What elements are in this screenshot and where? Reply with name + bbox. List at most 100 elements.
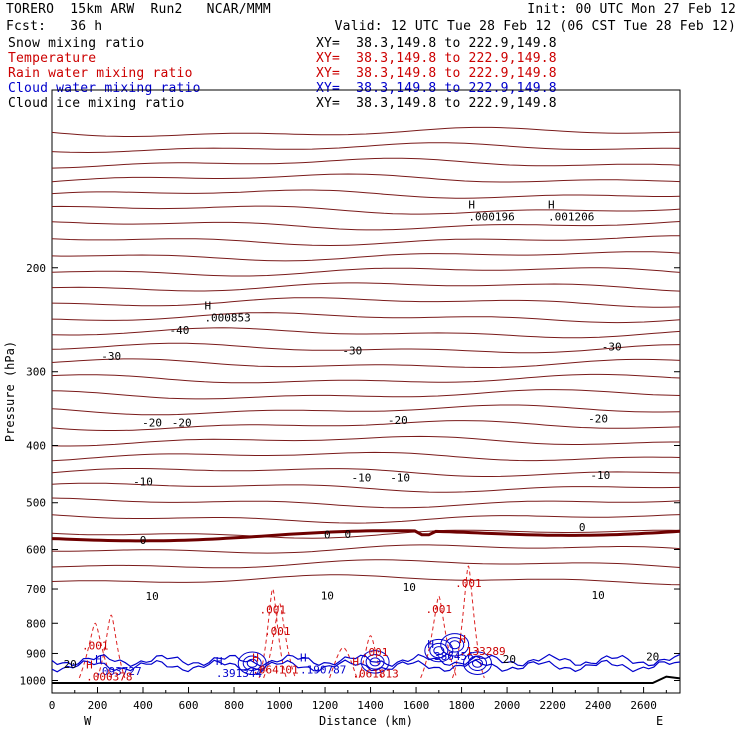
temperature-contour [51,574,681,586]
temperature-contour [51,559,681,569]
contour-label: -10 [133,475,153,488]
cloud-water-cell [449,640,461,650]
temperature-contour [51,173,681,183]
contour-label: 0 [324,529,331,542]
cloud-water-cell [429,642,449,659]
contour-label: 0 [344,528,351,541]
contour-label: .001 [264,625,291,638]
contour-label: 0 [579,521,586,534]
y-tick-label: 300 [26,366,46,379]
cloud-water-cell [440,633,470,657]
contour-label: -30 [101,350,121,363]
temperature-contour [51,312,681,324]
temperature-contour [51,373,681,384]
contour-label: -10 [590,469,610,482]
extremum-value: .093727 [95,665,141,678]
y-tick-label: 1000 [20,674,47,687]
temperature-contour [51,157,681,169]
x-tick-label: 800 [224,699,244,712]
rain-contour [451,565,485,679]
field-cloudice: Cloud ice mixing ratio [8,96,185,111]
y-tick-label: 800 [26,617,46,630]
x-tick-label: 2600 [630,699,657,712]
temperature-contour [51,342,681,354]
y-tick-label: 600 [26,543,46,556]
cloud-water-cell [471,658,483,668]
extremum-marker: H [548,198,555,211]
rain-contour [258,588,287,679]
contour-label: .001 [455,577,482,590]
extremum-value: .133289 [459,645,505,658]
contour-label: 10 [591,589,604,602]
cloud-water-cell [445,637,465,653]
field-cloudwater: Cloud water mixing ratio [8,81,201,96]
contour-label: 20 [64,658,77,671]
y-tick-label: 400 [26,440,46,453]
x-tick-label: 1800 [448,699,475,712]
contour-label: .001 [259,603,286,616]
contour-label: -10 [352,471,372,484]
header-init: Init: 00 UTC Mon 27 Feb 12 [527,2,736,17]
cloud-water-cell [369,657,381,667]
temperature-contour [51,235,681,247]
field-cloudwater-xy: XY= 38.3,149.8 to 222.9,149.8 [316,81,557,96]
x-tick-label: 1200 [312,699,339,712]
extremum-marker: H [86,658,93,671]
plot-frame [51,89,681,694]
temperature-contour [51,189,681,199]
temperature-contour [51,267,681,277]
field-rain: Rain water mixing ratio [8,66,193,81]
temperature-contour [51,435,680,447]
contour-label: 20 [646,650,659,663]
field-rain-xy: XY= 38.3,149.8 to 222.9,149.8 [316,66,557,81]
header-model: TORERO 15km ARW Run2 NCAR/MMM [6,2,271,17]
rain-contour [358,635,383,679]
contour-label: .001 [82,639,109,652]
contour-label: .001 [362,646,389,659]
extremum-value: .386456 [427,650,473,663]
cloud-water-cell [424,638,454,663]
extremum-value: .064101 [252,664,298,677]
cloud-water-contour [51,653,681,668]
extremum-marker: H [427,638,434,651]
header-fcst: Fcst: 36 h [6,19,103,34]
rain-contour [78,622,112,679]
temperature-contour [51,142,681,154]
field-snow-xy: XY= 38.3,149.8 to 222.9,149.8 [316,36,557,51]
contour-label: -20 [588,412,608,425]
extremum-marker: H [252,652,259,665]
x-tick-label: 1600 [403,699,430,712]
cloud-water-cell [365,654,385,670]
field-cloudice-xy: XY= 38.3,149.8 to 222.9,149.8 [316,96,557,111]
temperature-contour [51,389,681,400]
extremum-value: .000196 [468,210,514,223]
terrain-line [52,675,681,685]
temperature-contour [51,544,681,554]
x-tick-label: 0 [49,699,56,712]
contour-label: 20 [503,653,516,666]
x-tick-label: 600 [179,699,199,712]
x-tick-label: 200 [88,699,108,712]
contour-label: -20 [172,417,192,430]
extremum-marker: H [204,300,211,313]
y-tick-label: 900 [26,647,46,660]
temperature-contour [51,420,681,431]
cloud-water-cell [360,650,390,674]
freezing-level-line [51,529,681,543]
y-tick-label: 700 [26,583,46,596]
contour-label: -20 [142,417,162,430]
extremum-marker: H [95,653,102,666]
rain-contour [420,595,458,679]
rain-contour [97,614,126,679]
extremum-marker: H [352,656,359,669]
field-temperature-xy: XY= 38.3,149.8 to 222.9,149.8 [316,51,557,66]
extremum-value: .391344 [216,667,263,680]
extremum-marker: H [300,652,307,665]
contour-label: 0 [140,534,147,547]
cloud-water-contour [51,659,681,673]
contour-label: -40 [169,324,189,337]
contour-label: 10 [403,581,416,594]
extremum-value: .190787 [300,664,346,677]
cloud-water-cell [433,646,445,656]
